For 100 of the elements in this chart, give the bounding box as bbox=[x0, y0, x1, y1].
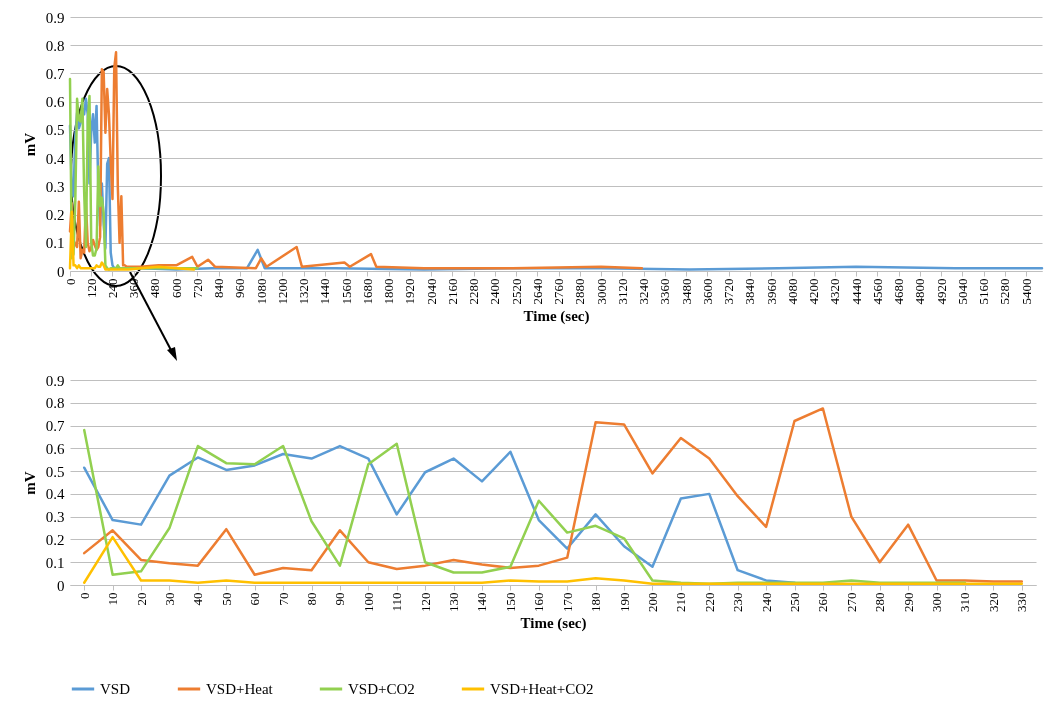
line-series bbox=[82, 535, 1024, 586]
x-tick-label: 2520 bbox=[508, 278, 524, 305]
x-tick-label: 0 bbox=[62, 278, 78, 285]
y-tick-label: 0.7 bbox=[45, 418, 65, 435]
line-series bbox=[82, 407, 1024, 583]
x-tick-label: 4920 bbox=[933, 278, 949, 305]
y-tick-label: 0 bbox=[57, 263, 65, 280]
x-tick-label: 50 bbox=[218, 592, 234, 606]
x-tick-label: 330 bbox=[1014, 592, 1030, 612]
y-tick-label: 0.8 bbox=[45, 395, 65, 412]
x-tick-label: 3360 bbox=[657, 278, 673, 305]
x-tick-label: 2400 bbox=[487, 278, 503, 305]
x-tick-label: 120 bbox=[83, 278, 99, 298]
y-tick-label: 0.4 bbox=[45, 486, 65, 503]
x-tick-label: 840 bbox=[211, 278, 227, 298]
x-tick-label: 140 bbox=[474, 592, 490, 612]
x-tick-label: 2040 bbox=[423, 278, 439, 305]
x-tick-label: 2280 bbox=[466, 278, 482, 305]
x-tick-label: 150 bbox=[502, 592, 518, 612]
x-tick-label: 210 bbox=[673, 592, 689, 612]
x-tick-label: 80 bbox=[304, 592, 319, 606]
x-tick-label: 0 bbox=[76, 592, 92, 599]
x-tick-label: 3840 bbox=[742, 278, 758, 305]
legend-label: VSD+CO2 bbox=[348, 681, 415, 697]
x-tick-label: 3720 bbox=[721, 278, 737, 305]
x-tick-label: 110 bbox=[389, 592, 405, 612]
x-tick-label: 3000 bbox=[593, 278, 609, 305]
x-tick-label: 260 bbox=[815, 592, 831, 612]
legend-label: VSD bbox=[100, 681, 131, 697]
x-tick-label: 100 bbox=[360, 592, 376, 612]
x-tick-label: 1320 bbox=[296, 278, 312, 305]
x-tick-label: 5040 bbox=[954, 278, 970, 305]
x-tick-label: 90 bbox=[332, 592, 348, 606]
y-tick-label: 0.1 bbox=[45, 554, 65, 571]
y-tick-label: 0.3 bbox=[45, 509, 65, 526]
x-tick-label: 5280 bbox=[997, 278, 1013, 305]
x-tick-label: 200 bbox=[644, 592, 660, 612]
x-tick-label: 4080 bbox=[784, 278, 800, 305]
x-axis-title: Time (sec) bbox=[523, 307, 590, 325]
x-tick-label: 3600 bbox=[699, 278, 715, 305]
x-tick-label: 40 bbox=[190, 592, 206, 606]
x-tick-label: 160 bbox=[531, 592, 547, 612]
x-tick-label: 3120 bbox=[614, 278, 630, 305]
x-tick-label: 4440 bbox=[848, 278, 864, 305]
y-tick-label: 0.2 bbox=[45, 531, 65, 548]
y-tick-label: 0 bbox=[57, 577, 65, 594]
x-tick-label: 4680 bbox=[891, 278, 907, 305]
x-tick-label: 60 bbox=[247, 592, 263, 606]
x-tick-label: 2160 bbox=[444, 278, 460, 305]
y-tick-label: 0.9 bbox=[45, 372, 65, 389]
x-tick-label: 1080 bbox=[253, 278, 269, 305]
x-tick-label: 4200 bbox=[806, 278, 822, 305]
x-tick-label: 240 bbox=[758, 592, 774, 612]
x-tick-label: 2880 bbox=[572, 278, 588, 305]
x-tick-label: 480 bbox=[147, 278, 163, 298]
x-tick-label: 30 bbox=[161, 592, 177, 606]
x-tick-label: 5160 bbox=[976, 278, 992, 305]
y-tick-label: 0.2 bbox=[45, 207, 65, 224]
y-tick-label: 0.3 bbox=[45, 178, 65, 195]
x-tick-label: 960 bbox=[232, 278, 248, 298]
line-series bbox=[68, 210, 196, 271]
x-tick-label: 70 bbox=[275, 592, 291, 606]
x-axis-title: Time (sec) bbox=[520, 615, 587, 632]
y-tick-label: 0.8 bbox=[45, 37, 65, 54]
x-tick-label: 130 bbox=[446, 592, 462, 612]
y-tick-label: 0.6 bbox=[45, 94, 65, 111]
x-tick-label: 1200 bbox=[274, 278, 290, 305]
x-tick-label: 2760 bbox=[551, 278, 567, 305]
x-tick-label: 4560 bbox=[869, 278, 885, 305]
y-tick-label: 0.6 bbox=[45, 440, 65, 457]
x-tick-label: 4320 bbox=[827, 278, 843, 305]
x-tick-label: 1800 bbox=[381, 278, 397, 305]
y-axis-title: mV bbox=[21, 471, 38, 495]
x-tick-label: 20 bbox=[133, 592, 149, 606]
legend-label: VSD+Heat bbox=[206, 681, 274, 697]
y-tick-label: 0.4 bbox=[45, 150, 65, 167]
x-tick-label: 3960 bbox=[763, 278, 779, 305]
x-tick-label: 220 bbox=[701, 592, 717, 612]
x-tick-label: 230 bbox=[730, 592, 746, 612]
y-tick-label: 0.9 bbox=[45, 9, 65, 26]
x-tick-label: 2640 bbox=[529, 278, 545, 305]
x-tick-label: 3480 bbox=[678, 278, 694, 305]
x-tick-label: 280 bbox=[872, 592, 888, 612]
x-tick-label: 720 bbox=[189, 278, 205, 298]
x-tick-label: 170 bbox=[559, 592, 575, 612]
x-tick-label: 1560 bbox=[338, 278, 354, 305]
x-tick-label: 270 bbox=[843, 592, 859, 612]
x-tick-label: 3240 bbox=[636, 278, 652, 305]
line-series bbox=[82, 428, 967, 586]
y-tick-label: 0.7 bbox=[45, 65, 65, 82]
y-tick-label: 0.5 bbox=[45, 463, 65, 480]
x-tick-label: 240 bbox=[104, 278, 120, 298]
x-tick-label: 4800 bbox=[912, 278, 928, 305]
x-tick-label: 250 bbox=[787, 592, 802, 612]
x-tick-label: 1920 bbox=[402, 278, 418, 305]
y-axis-title: mV bbox=[21, 132, 38, 157]
x-tick-label: 5400 bbox=[1018, 278, 1034, 305]
x-tick-label: 1440 bbox=[317, 278, 333, 305]
x-tick-label: 190 bbox=[616, 592, 632, 612]
legend-label: VSD+Heat+CO2 bbox=[490, 681, 594, 697]
